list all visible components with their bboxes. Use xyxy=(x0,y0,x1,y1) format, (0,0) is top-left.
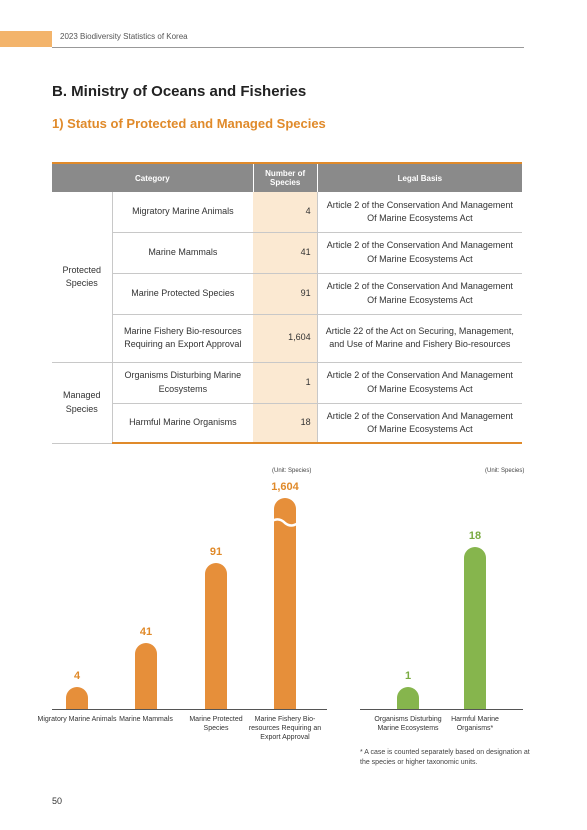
chart2-bar xyxy=(397,687,419,709)
species-table: Category Number of Species Legal Basis P… xyxy=(52,162,522,444)
chart1-bar xyxy=(205,563,227,709)
category-cell: Marine Protected Species xyxy=(112,273,254,315)
page-number: 50 xyxy=(52,796,63,806)
header-category: Category xyxy=(52,162,254,192)
category-cell: Marine Mammals xyxy=(112,232,254,274)
number-cell: 41 xyxy=(253,232,318,274)
legal-cell: Article 2 of the Conservation And Manage… xyxy=(316,232,522,274)
chart2-bar xyxy=(464,547,486,709)
chart1-value-label: 41 xyxy=(139,626,153,639)
chart2-category-label: Organisms Disturbing Marine Ecosystems xyxy=(374,716,442,733)
category-cell: Harmful Marine Organisms xyxy=(112,403,254,444)
section-title: B. Ministry of Oceans and Fisheries xyxy=(52,83,307,100)
chart1-bar xyxy=(66,687,88,709)
chart2-value-label: 18 xyxy=(468,530,482,542)
footnote: * A case is counted separately based on … xyxy=(360,749,530,766)
legal-cell: Article 2 of the Conservation And Manage… xyxy=(316,273,522,315)
chart1-value-label: 91 xyxy=(209,546,223,559)
chart1-value-label: 1,604 xyxy=(271,481,299,493)
category-cell: Migratory Marine Animals xyxy=(112,192,254,233)
chart1-unit: (Unit: Species) xyxy=(272,468,312,474)
chart2-value-label: 1 xyxy=(404,670,412,682)
chart2-axis xyxy=(360,709,523,710)
number-cell: 18 xyxy=(253,403,318,444)
legal-cell: Article 22 of the Act on Securing, Manag… xyxy=(316,314,522,363)
header-legal: Legal Basis xyxy=(316,162,522,192)
axis-break-mark xyxy=(271,518,299,527)
number-cell: 4 xyxy=(253,192,318,233)
category-cell: Organisms Disturbing Marine Ecosystems xyxy=(112,362,254,404)
header-divider xyxy=(52,47,524,48)
chart2-unit: (Unit: Species) xyxy=(485,468,525,474)
chart1-axis xyxy=(52,709,327,710)
chart1-category-label: Marine Mammals xyxy=(119,716,173,723)
group-label: Protected Species xyxy=(52,192,113,363)
number-cell: 1 xyxy=(253,362,318,404)
chart1-category-label: Marine Fishery Bio-resources Requiring a… xyxy=(248,716,322,742)
category-cell: Marine Fishery Bio-resources Requiring a… xyxy=(112,314,254,363)
chart1-bar xyxy=(274,498,296,709)
legal-cell: Article 2 of the Conservation And Manage… xyxy=(316,403,522,444)
group-label: Managed Species xyxy=(52,362,113,444)
legal-cell: Article 2 of the Conservation And Manage… xyxy=(316,192,522,233)
chart1-value-label: 4 xyxy=(73,670,81,682)
number-cell: 91 xyxy=(253,273,318,315)
chart1-category-label: Migratory Marine Animals xyxy=(37,716,117,723)
sub-title: 1) Status of Protected and Managed Speci… xyxy=(52,116,326,131)
header-accent-bar xyxy=(0,31,52,47)
chart1-category-label: Marine Protected Species xyxy=(189,716,243,733)
legal-cell: Article 2 of the Conservation And Manage… xyxy=(316,362,522,404)
chart2-category-label: Harmful Marine Organisms* xyxy=(451,716,499,733)
chart1-bar xyxy=(135,643,157,709)
number-cell: 1,604 xyxy=(253,314,318,363)
running-header: 2023 Biodiversity Statistics of Korea xyxy=(60,32,188,41)
header-number: Number of Species xyxy=(252,162,318,192)
